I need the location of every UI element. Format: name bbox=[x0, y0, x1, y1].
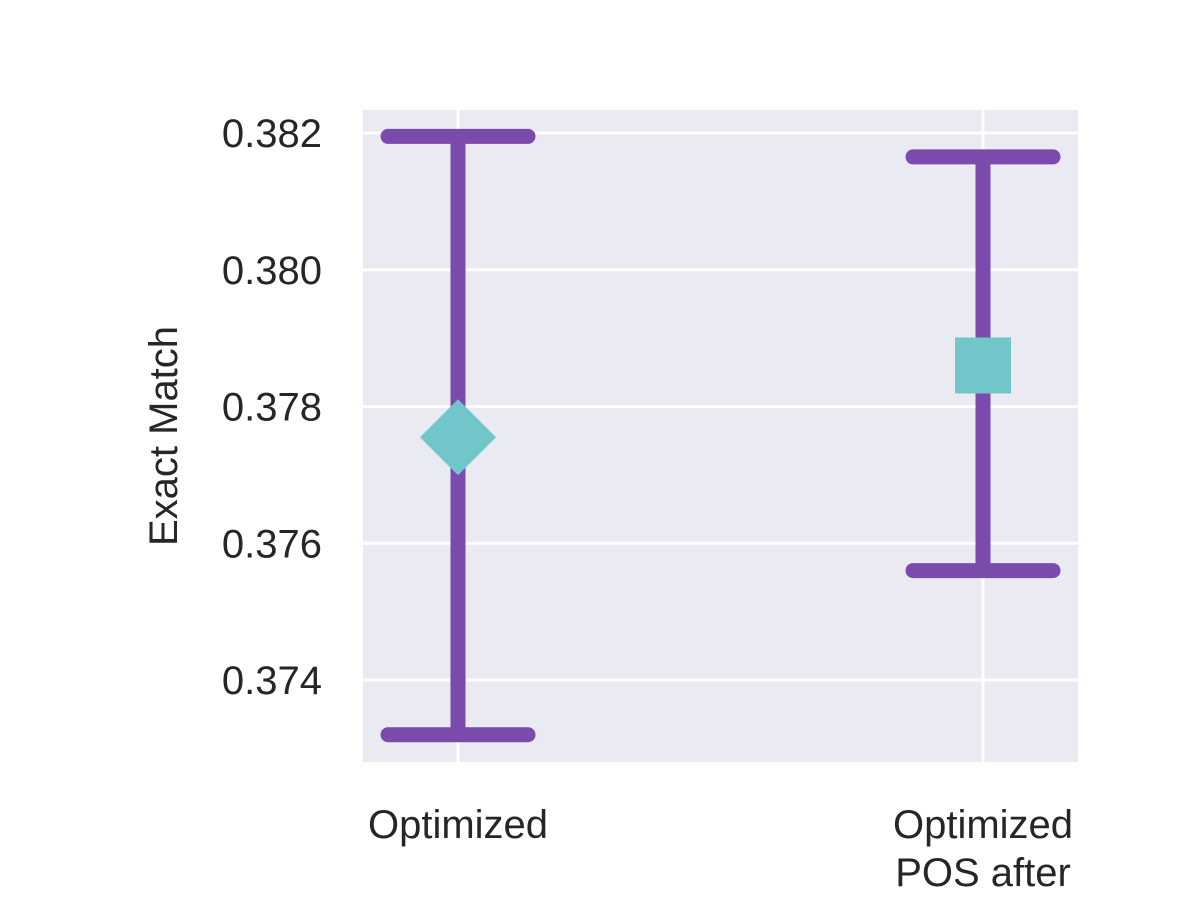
y-tick-label: 0.378 bbox=[222, 386, 322, 430]
y-tick-label: 0.382 bbox=[222, 112, 322, 156]
data-point-square bbox=[955, 337, 1011, 394]
y-tick-labels: 0.374 0.376 0.378 0.380 0.382 bbox=[222, 112, 322, 703]
x-tick-label: Optimized POS after bbox=[893, 803, 1073, 895]
y-tick-label: 0.380 bbox=[222, 249, 322, 293]
x-tick-labels: Optimized Optimized POS after bbox=[368, 803, 1073, 895]
y-axis-label: Exact Match bbox=[142, 326, 186, 546]
y-tick-label: 0.376 bbox=[222, 522, 322, 566]
x-tick-label: Optimized bbox=[368, 803, 548, 847]
data-marks bbox=[380, 128, 1061, 743]
data-point-diamond bbox=[420, 399, 496, 476]
y-tick-label: 0.374 bbox=[222, 659, 322, 703]
